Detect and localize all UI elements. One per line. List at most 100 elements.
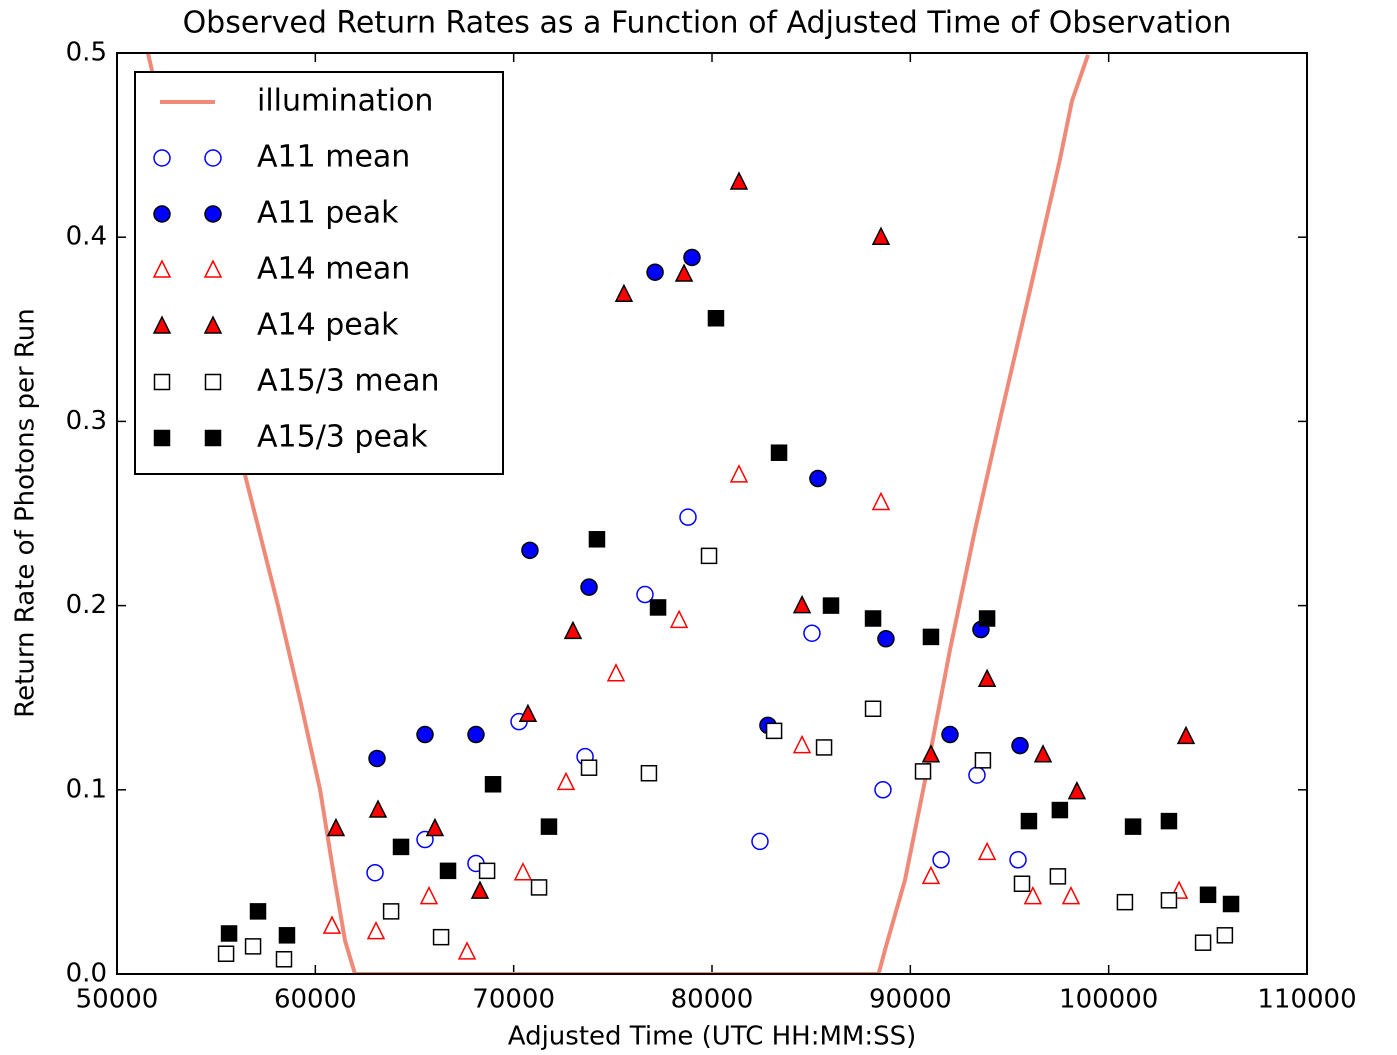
point (1061, 885, 1081, 905)
point (540, 818, 558, 835)
point (1194, 934, 1212, 951)
point (1176, 725, 1196, 745)
point (871, 491, 891, 511)
point (416, 725, 434, 744)
point (1049, 868, 1067, 885)
point (977, 841, 997, 861)
point (822, 597, 840, 614)
point (588, 531, 606, 548)
point (606, 663, 626, 682)
point (244, 938, 262, 955)
legend-marker (204, 429, 222, 447)
x-axis-label: Adjusted Time (UTC HH:MM:SS) (508, 1022, 917, 1052)
x-tick-label: 90000 (869, 985, 952, 1015)
point (674, 263, 694, 282)
point (809, 469, 827, 488)
point (874, 781, 892, 799)
point (1199, 886, 1217, 904)
legend-marker (153, 149, 171, 167)
legend-label: A15/3 peak (257, 420, 428, 455)
point (815, 739, 833, 756)
point (729, 464, 749, 483)
point (803, 624, 821, 642)
point (1020, 812, 1038, 830)
point (382, 903, 400, 920)
point (614, 283, 634, 303)
plot-area (145, 53, 1240, 974)
legend-marker (153, 373, 171, 391)
point (669, 609, 689, 629)
point (1051, 801, 1069, 819)
x-tick-label: 70000 (472, 985, 555, 1015)
point (220, 925, 238, 942)
point (432, 928, 450, 946)
point (478, 862, 496, 880)
point (974, 752, 992, 769)
point (636, 585, 654, 604)
point (770, 444, 788, 461)
point (368, 799, 388, 818)
point (425, 817, 445, 837)
legend-marker (203, 315, 223, 334)
y-tick-label: 0.5 (66, 38, 107, 68)
point (521, 541, 539, 560)
legend-marker (153, 429, 171, 447)
legend-box (134, 71, 504, 475)
point (707, 309, 725, 327)
point (729, 171, 749, 190)
point (864, 610, 882, 627)
legend-label: A14 mean (257, 252, 410, 287)
point (1011, 736, 1029, 755)
x-tick-label: 60000 (274, 985, 357, 1015)
point (1222, 895, 1240, 913)
legend-marker (203, 259, 223, 278)
point (679, 508, 697, 526)
legend-label: A14 peak (257, 308, 399, 343)
point (326, 817, 346, 837)
legend-label: A11 mean (257, 140, 410, 175)
point (1009, 851, 1027, 869)
point (751, 832, 769, 851)
plot-frame (116, 52, 1308, 975)
point (871, 226, 891, 245)
point (366, 920, 386, 940)
legend-marker (204, 373, 222, 391)
point (563, 620, 583, 640)
point (484, 776, 502, 793)
point (646, 263, 664, 281)
y-axis-label: Return Rate of Photons per Run (11, 308, 41, 718)
point (518, 703, 538, 723)
point (921, 865, 941, 885)
point (392, 838, 410, 856)
point (1124, 818, 1142, 835)
point (864, 700, 882, 718)
legend-label: illumination (257, 84, 433, 119)
legend-marker (152, 315, 172, 334)
point (1023, 885, 1043, 905)
point (914, 763, 932, 780)
point (1160, 892, 1178, 909)
point (941, 725, 959, 744)
point (217, 945, 235, 962)
point (278, 927, 296, 944)
point (580, 578, 598, 596)
y-tick-label: 0.3 (66, 406, 107, 436)
point (1067, 780, 1087, 800)
y-tick-label: 0.2 (66, 590, 107, 620)
point (640, 764, 658, 782)
legend-label: A11 peak (257, 196, 399, 231)
point (977, 668, 997, 688)
point (1216, 927, 1234, 944)
point (792, 734, 812, 754)
point (922, 628, 940, 646)
point (968, 766, 986, 784)
point (275, 951, 293, 968)
point (1033, 744, 1053, 763)
point (457, 941, 477, 960)
point (556, 771, 576, 791)
legend-label: A15/3 mean (257, 364, 440, 399)
point (368, 749, 386, 768)
legend-marker (204, 149, 222, 167)
y-tick-label: 0.4 (66, 222, 107, 252)
